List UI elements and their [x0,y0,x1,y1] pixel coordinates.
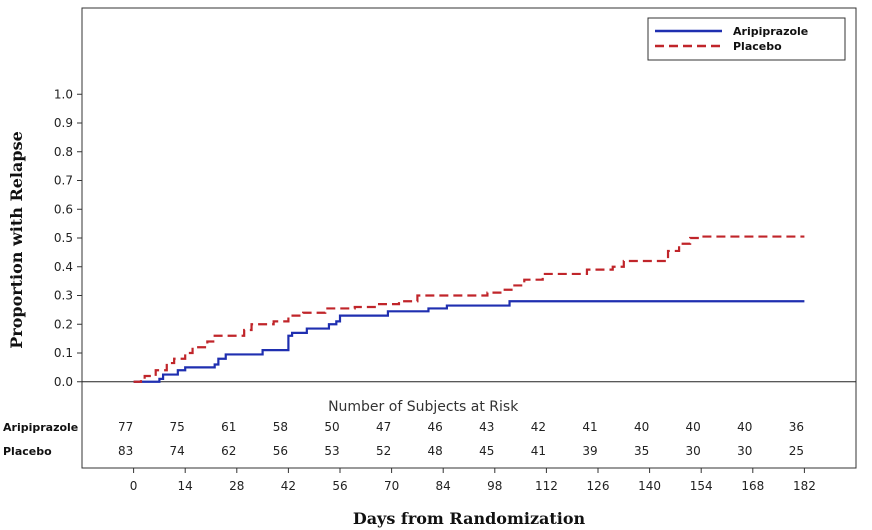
x-tick-label: 14 [178,479,193,493]
risk-count: 41 [531,444,546,458]
risk-count: 61 [221,420,236,434]
y-tick-label: 1.0 [54,87,73,101]
risk-count: 48 [428,444,443,458]
x-tick-label: 42 [281,479,296,493]
x-tick-label: 98 [487,479,502,493]
risk-count: 25 [789,444,804,458]
x-tick-label: 154 [690,479,713,493]
x-tick-label: 168 [741,479,764,493]
x-tick-label: 56 [332,479,347,493]
x-tick-label: 84 [436,479,451,493]
risk-count: 40 [686,420,701,434]
risk-count: 30 [737,444,752,458]
risk-count: 62 [221,444,236,458]
y-tick-label: 0.3 [54,289,73,303]
y-tick-label: 0.4 [54,260,73,274]
legend-box [647,17,846,61]
risk-count: 58 [273,420,288,434]
risk-count: 39 [582,444,597,458]
risk-count: 75 [170,420,185,434]
risk-row-label-placebo: Placebo [3,445,52,458]
risk-count: 42 [531,420,546,434]
x-tick-label: 70 [384,479,399,493]
risk-count: 36 [789,420,804,434]
y-tick-label: 0.5 [54,231,73,245]
risk-count: 35 [634,444,649,458]
x-tick-label: 126 [587,479,610,493]
legend-label-aripiprazole: Aripiprazole [733,25,808,38]
y-tick-label: 0.9 [54,116,73,130]
y-tick-label: 0.6 [54,202,73,216]
risk-count: 30 [686,444,701,458]
x-axis-title: Days from Randomization [353,509,586,528]
y-axis-title: Proportion with Relapse [7,131,26,349]
risk-row-label-aripiprazole: Aripiprazole [3,421,78,434]
risk-table: Number of Subjects at Risk Aripiprazole 77… [3,399,804,458]
x-tick-label: 28 [229,479,244,493]
risk-count: 43 [479,420,494,434]
risk-table-title: Number of Subjects at Risk [328,399,519,415]
x-tick-label: 140 [638,479,661,493]
risk-count: 41 [582,420,597,434]
legend-label-placebo: Placebo [733,40,782,53]
legend: Aripiprazole Placebo [647,17,846,61]
risk-count: 77 [118,420,133,434]
y-axis: 0.0 0.1 0.2 0.3 0.4 0.5 0.6 0.7 0.8 0.9 1.0 [54,87,82,389]
risk-count: 53 [324,444,339,458]
x-tick-label: 0 [130,479,138,493]
y-tick-label: 0.1 [54,346,73,360]
risk-count: 45 [479,444,494,458]
series-line-placebo [133,235,805,383]
risk-count: 47 [376,420,391,434]
y-tick-label: 0.7 [54,174,73,188]
risk-count: 56 [273,444,288,458]
x-tick-label: 182 [793,479,816,493]
y-tick-label: 0.2 [54,317,73,331]
risk-count: 46 [428,420,443,434]
y-tick-label: 0.0 [54,375,73,389]
risk-count: 40 [634,420,649,434]
x-axis: 0 14 28 42 56 70 84 98 112 126 140 154 168 182 [130,468,816,493]
risk-count: 74 [170,444,185,458]
x-tick-label: 112 [535,479,558,493]
series-line-aripiprazole [133,300,805,383]
risk-count: 50 [324,420,339,434]
risk-count: 52 [376,444,391,458]
series-layer [133,235,805,383]
risk-count: 83 [118,444,133,458]
risk-count: 40 [737,420,752,434]
y-tick-label: 0.8 [54,145,73,159]
